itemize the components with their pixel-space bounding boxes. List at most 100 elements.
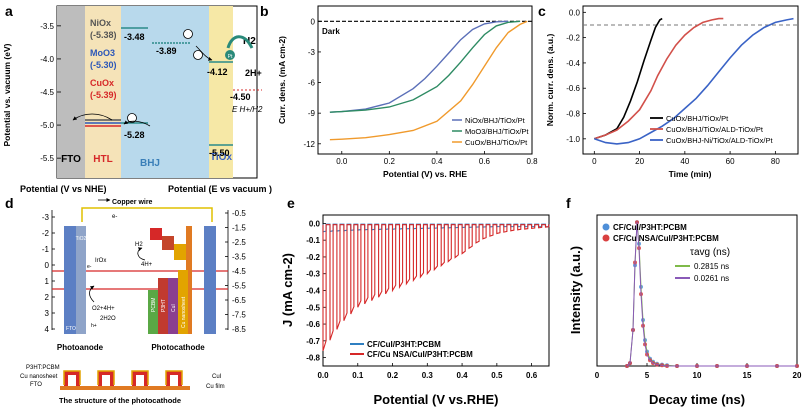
- d-left-tick-label-0: -3: [42, 213, 50, 222]
- panel-label-c: c: [538, 3, 546, 19]
- e-ytick-label-7: -0.7: [306, 337, 320, 346]
- e-ytick-label-4: -0.4: [306, 287, 320, 296]
- pcbm-label: PCBM: [151, 298, 157, 312]
- cuox-name: CuOx: [90, 78, 114, 88]
- b-legend-label-2: CuOx/BHJ/TiOx/Pt: [465, 138, 528, 147]
- panel-c-ylabel: Norm. curr. dens. (a.u.): [545, 34, 555, 127]
- panel-b-frame: [317, 5, 533, 155]
- f-tau-label-0: 0.2815 ns: [694, 262, 729, 271]
- b-ytick-label-0: 0: [311, 17, 316, 26]
- d-right-tick-label-7: -7.5: [232, 311, 246, 320]
- f-legend-marker-0: [602, 223, 610, 231]
- b-legend-label-0: NiOx/BHJ/TiOx/Pt: [465, 116, 526, 125]
- left-axis-title: Potential (V vs NHE): [20, 184, 107, 194]
- b-ytick-label-2: -6: [308, 79, 316, 88]
- e-series-1: [322, 224, 550, 352]
- hydrogen-arrow: [137, 247, 146, 261]
- niox-name: NiOx: [90, 18, 111, 28]
- cui-block: [168, 278, 178, 334]
- wire-label: Copper wire: [112, 199, 153, 206]
- c-ytick-label-4: -0.8: [566, 110, 580, 119]
- f-xtick-label-3: 15: [743, 371, 752, 380]
- tio2-label: TiO2: [76, 236, 87, 242]
- c-ytick-label-1: -0.2: [566, 34, 580, 43]
- struct-cui-coat: [63, 370, 183, 385]
- h2-schematic-label: H2: [135, 242, 143, 248]
- f-legend-label-1: CF/Cu NSA/CuI/P3HT:PCBM: [613, 234, 719, 243]
- niox-value: (-5.38): [90, 30, 117, 40]
- a-ytick-label-2: -4.5: [40, 88, 54, 97]
- f-legend-marker-1: [602, 234, 610, 242]
- e-xtick-label-1: 0.1: [352, 371, 364, 380]
- moo3-value: (-5.30): [90, 60, 117, 70]
- d-left-tick-label-3: 0: [45, 261, 50, 270]
- hole-transfer-arrow-2: [123, 120, 151, 127]
- e-xtick-label-5: 0.5: [491, 371, 503, 380]
- panel-f-ylabel: Intensity (a.u.): [568, 246, 583, 334]
- cu-ns-label: Cu nanosheet: [181, 296, 187, 328]
- panel-d-schematic: Potential (V vs NHE) Potential (E vs vac…: [20, 184, 272, 405]
- panel-c-stability-chart: 0 20 40 60 80 0.0 -0.2 -0.4 -0.6 -0.8 -1.0 Time (m…: [545, 5, 799, 179]
- structure-title: The structure of the photocathode: [59, 396, 181, 405]
- panel-c-frame: [582, 5, 799, 155]
- a-ytick-label-1: -4.0: [40, 55, 54, 64]
- e-ytick-label-3: -0.3: [306, 270, 320, 279]
- struct-cufilm-label: Cu film: [206, 384, 225, 390]
- b-series-2: [329, 20, 528, 141]
- oxidation-arrow: [89, 285, 95, 303]
- b-xtick-label-3: 0.6: [479, 157, 491, 166]
- copper-wire: [81, 207, 213, 222]
- anode-electron: e-: [87, 264, 92, 270]
- pcbm-block: [148, 290, 158, 334]
- struct-cuns-label: Cu nanosheet: [20, 374, 58, 380]
- panel-e-xlabel: Potential (V vs.RHE): [374, 392, 499, 407]
- photoanode-label: Photoanode: [57, 343, 104, 352]
- struct-p3ht-label: P3HT:PCBM: [26, 365, 60, 371]
- panel-f-trpl-chart: 0 5 10 15 20 Decay time (ns) Intensity (a.u.…: [568, 214, 802, 407]
- panel-label-b: b: [260, 3, 269, 19]
- electron-a-2: [193, 50, 203, 60]
- c-ytick-label-3: -0.6: [566, 84, 580, 93]
- panel-label-e: e: [287, 195, 295, 211]
- e-ytick-label-1: -0.1: [306, 236, 320, 245]
- htl-label: HTL: [93, 154, 112, 165]
- fto-layer: [57, 6, 85, 178]
- e-xtick-label-4: 0.4: [457, 371, 469, 380]
- f-legend-label-0: CF/CuI/P3HT:PCBM: [613, 223, 687, 232]
- h2o-label: 2H2O: [100, 316, 116, 322]
- c-legend-label-1: CuOx/BHJ/TiOx/ALD-TiOx/Pt: [666, 125, 764, 134]
- b-ytick-label-4: -12: [303, 140, 315, 149]
- d-right-tick-label-5: -5.5: [232, 282, 246, 291]
- cui-label: CuI: [171, 304, 177, 312]
- c-series-1: [594, 17, 724, 140]
- tiox-layer: [209, 6, 233, 178]
- panel-b-jv-chart: Dark 0.0 0.2 0.4 0.6 0.8 0 -3 -6 -9 -12 Potential…: [277, 5, 538, 179]
- panel-a-ylabel: Potential vs. vacuum (eV): [2, 43, 12, 146]
- d-right-tick-label-8: -8.5: [232, 325, 246, 334]
- h-level-value: -4.50: [230, 92, 251, 102]
- struct-cui-label: CuI: [212, 374, 222, 380]
- f-tau-label-1: 0.0261 ns: [694, 274, 729, 283]
- b-xtick-label-4: 0.8: [526, 157, 538, 166]
- panel-e-ylabel: J (mA cm-2): [280, 253, 295, 327]
- b-xtick-label-1: 0.2: [384, 157, 396, 166]
- d-left-tick-label-4: 1: [45, 277, 50, 286]
- panel-label-d: d: [5, 195, 14, 211]
- panel-f-xlabel: Decay time (ns): [649, 392, 745, 407]
- fto-label: FTO: [61, 154, 81, 165]
- tiox-vb-value: -5.50: [209, 148, 230, 158]
- wire-electron: e-: [112, 214, 117, 220]
- panel-b-xlabel: Potential (V) vs. RHE: [383, 169, 467, 179]
- fto-left-block: [64, 226, 76, 334]
- e-series-0: [322, 223, 550, 233]
- panel-label-f: f: [566, 195, 571, 211]
- hole-transfer-arrow: [72, 113, 113, 121]
- c-ytick-label-0: 0.0: [569, 8, 581, 17]
- a-ytick-label-3: -5.0: [40, 121, 54, 130]
- panel-label-a: a: [5, 3, 13, 19]
- pcbm-top-block: [150, 228, 162, 240]
- d-left-tick-label-2: -1: [42, 245, 50, 254]
- d-left-tick-label-6: 3: [45, 309, 50, 318]
- moo3-name: MoO3: [90, 48, 115, 58]
- electron-a-1: [183, 29, 193, 39]
